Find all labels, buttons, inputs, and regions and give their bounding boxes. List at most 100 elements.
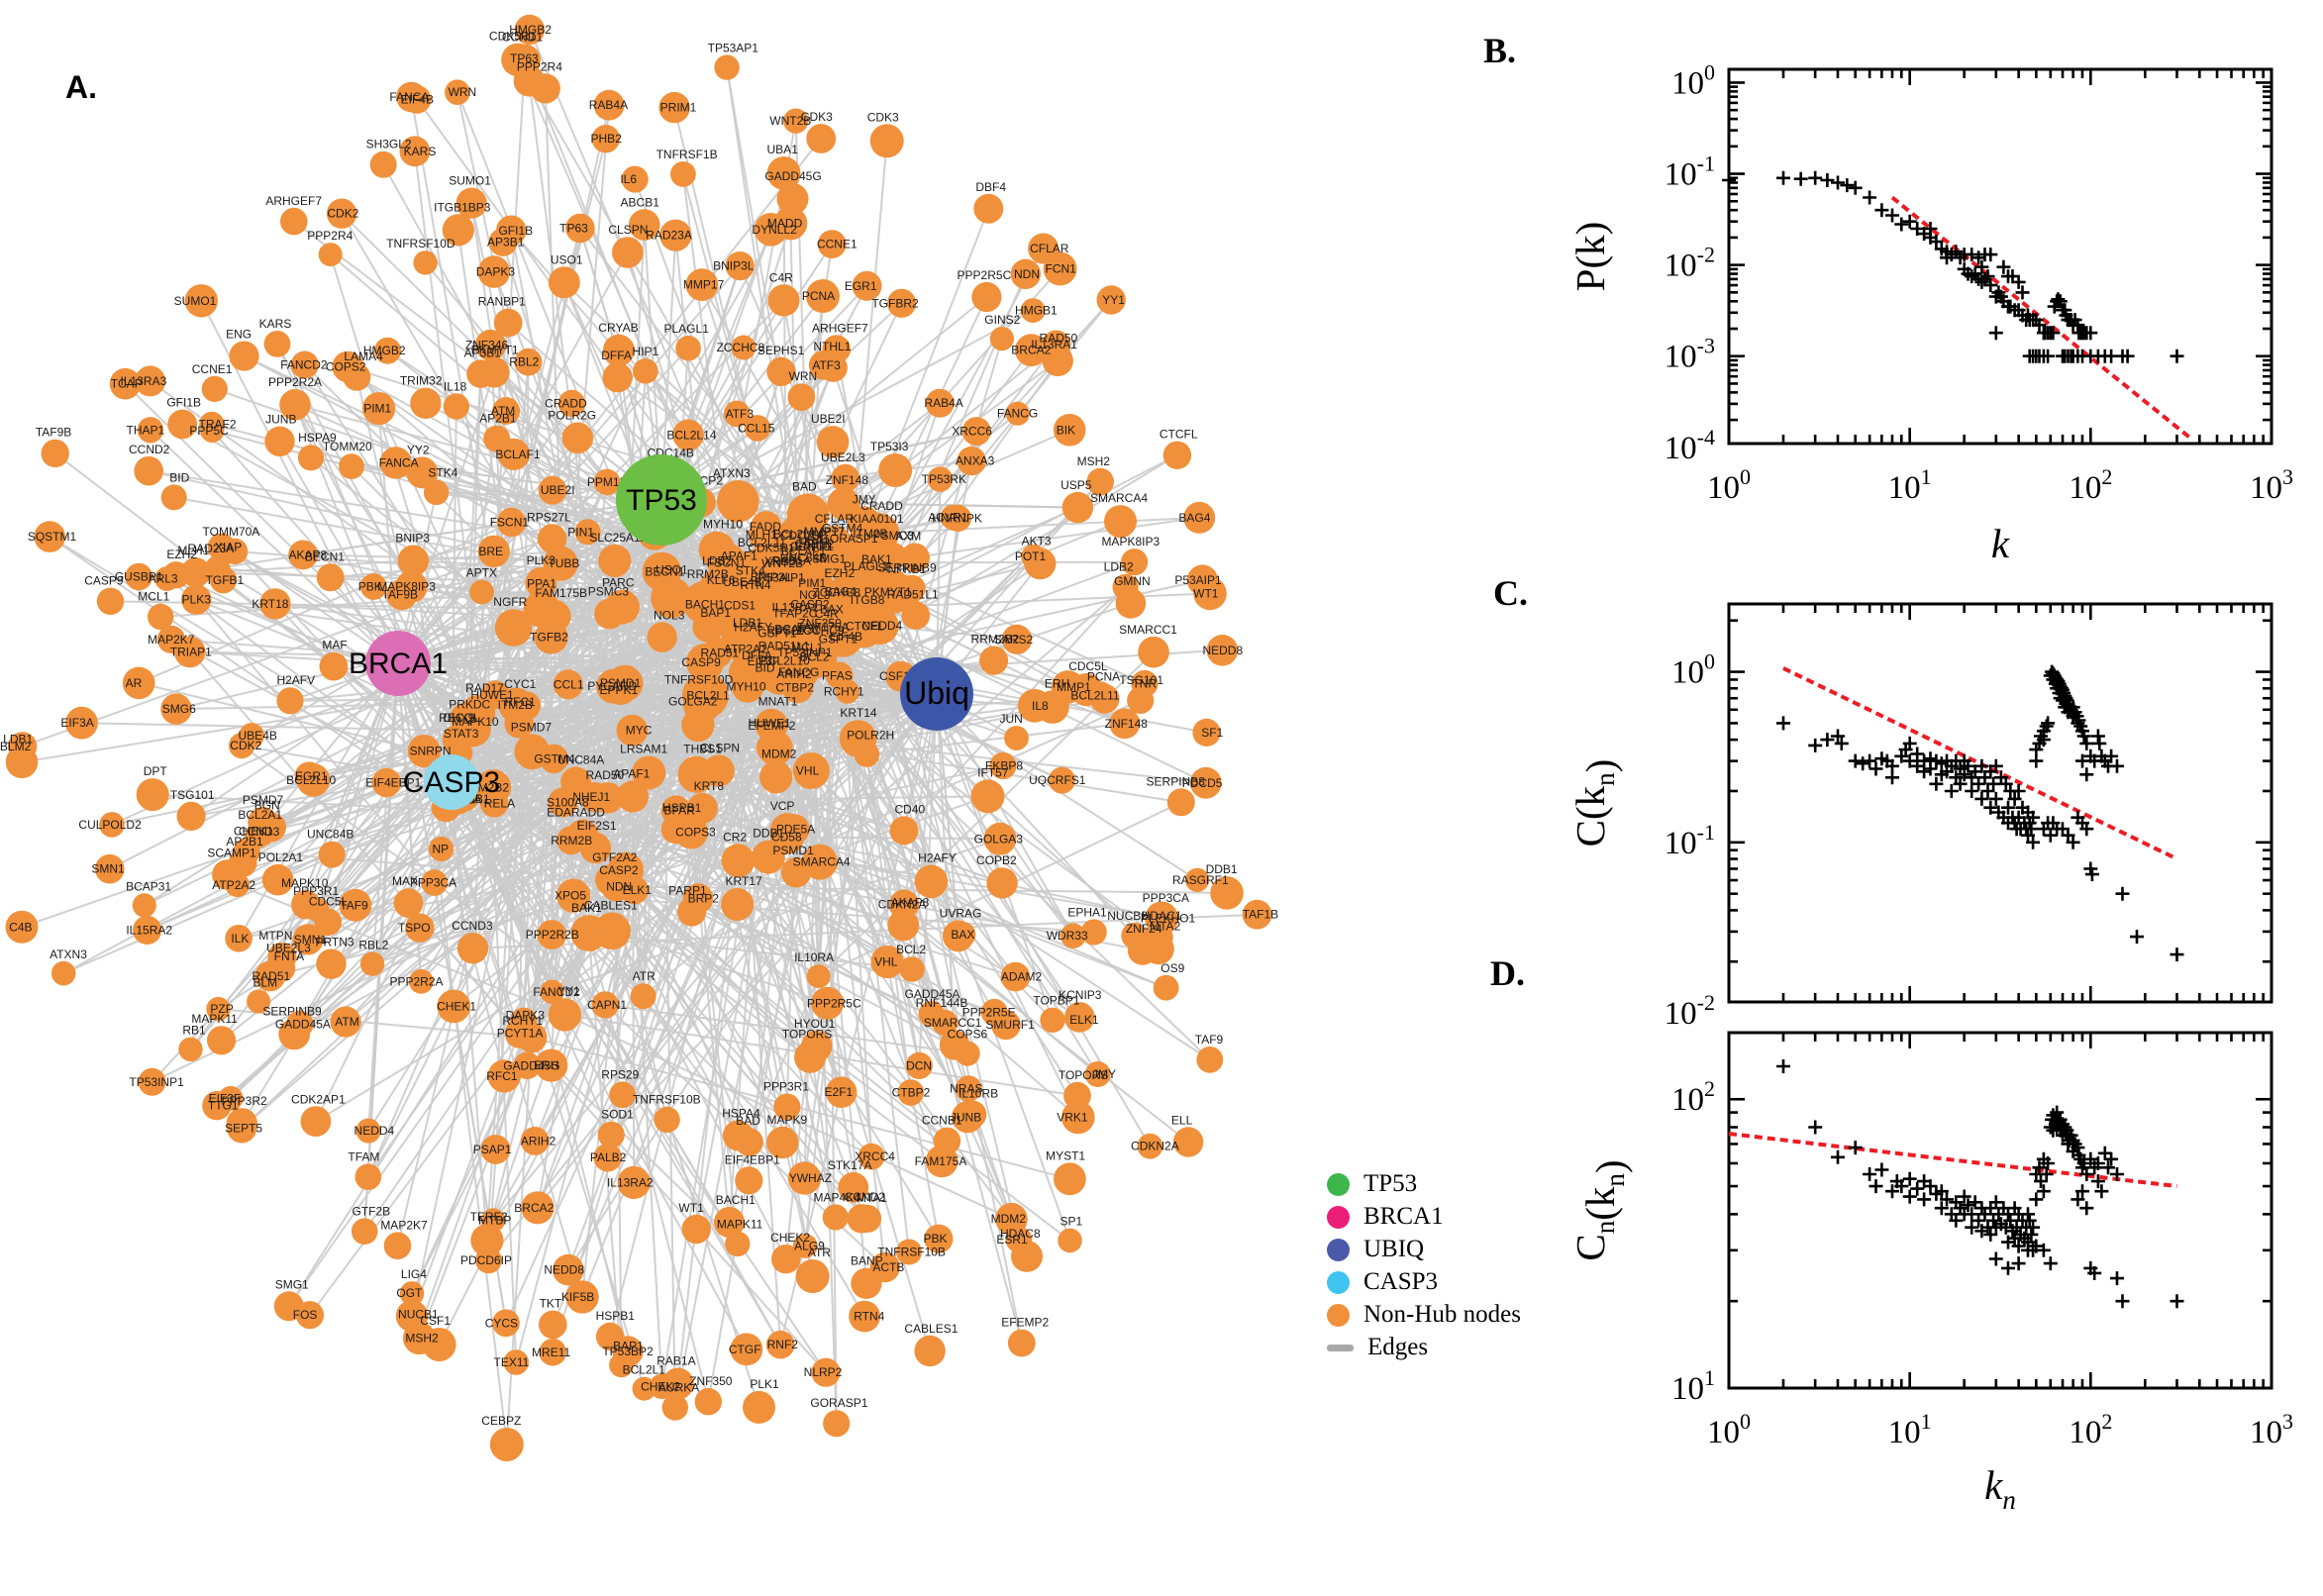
network-edge (605, 1003, 968, 1055)
network-node-label: MYC (626, 724, 653, 738)
network-node-label: ITM2B (498, 698, 533, 712)
network-node (1109, 708, 1141, 740)
network-node-label: NEDD4 (862, 619, 903, 633)
network-node (817, 230, 847, 258)
data-point (1988, 758, 2003, 773)
tick-label: 101 (1671, 1365, 1715, 1407)
hub-node-casp3 (424, 754, 479, 810)
network-node-label: CLSPN (700, 742, 740, 755)
data-point (2115, 886, 2130, 901)
network-edge (331, 693, 938, 965)
network-node-label: APAF1 (613, 766, 650, 780)
data-point (1910, 747, 1925, 761)
network-node-label: BFAR (664, 803, 696, 817)
network-node-label: MMP17 (804, 525, 846, 539)
network-node-label: ABCB1 (621, 195, 660, 209)
network-node (1069, 672, 1103, 707)
hub-node-ubiq (900, 657, 973, 731)
network-edge (775, 776, 1211, 1061)
network-node (556, 878, 591, 913)
network-node (973, 193, 1004, 224)
network-node-label: BNIP3L (713, 259, 755, 273)
network-node (593, 468, 621, 496)
network-node-label: CABLES1 (584, 899, 638, 913)
network-node (167, 409, 198, 440)
network-node-label: POLR2H (847, 728, 894, 742)
y-axis-label: Cn(kn) (1567, 1159, 1633, 1260)
network-node-label: STK4 (736, 563, 765, 577)
network-node-label: XPO5 (555, 889, 586, 903)
network-node-label: E2F1 (825, 1085, 854, 1099)
network-node (136, 778, 169, 812)
network-edge (226, 499, 662, 876)
network-node-label: CCND1 (502, 31, 544, 45)
data-point (1934, 1184, 1949, 1199)
network-node (456, 933, 489, 964)
data-point (1820, 173, 1835, 187)
network-node-label: PKMYT1 (864, 585, 912, 599)
x-axis-label: kn (1984, 1462, 2016, 1515)
network-node-label: EPPK1 (795, 540, 834, 553)
data-point (2039, 1167, 2054, 1181)
network-node (654, 1106, 680, 1134)
data-point (1983, 1227, 1998, 1242)
network-node-label: TGFB2 (530, 631, 568, 645)
network-node-label: PSMD7 (511, 720, 553, 734)
network-node-label: JUNB (265, 413, 296, 427)
network-node (1036, 690, 1069, 724)
network-node-label: RAD51 (252, 969, 290, 983)
network-node-label: TOPORS (1059, 1068, 1108, 1082)
network-node-label: BCL2 (800, 649, 830, 663)
network-node (201, 375, 228, 402)
network-node-label: PLAGL1 (844, 559, 889, 573)
network-node (514, 348, 543, 376)
network-node (986, 867, 1018, 899)
network-node-label: PPP2R2A (389, 974, 443, 988)
network-node-label: MYH10 (726, 679, 765, 693)
tick-label: 103 (2250, 464, 2293, 506)
legend-item: UBIQ (1327, 1236, 1521, 1262)
network-node-label: IL10RA (794, 950, 834, 964)
network-node (297, 445, 325, 471)
network-edge (519, 1032, 827, 1373)
network-node (1064, 1002, 1095, 1033)
network-node-label: RB1 (182, 1024, 206, 1038)
network-node (207, 533, 236, 561)
network-node-label: FANCA (379, 456, 419, 470)
network-node-label: CAPN2 (794, 538, 834, 551)
data-point (2115, 1294, 2130, 1309)
network-node-label: BANP (851, 1254, 883, 1268)
network-node-label: MCL1 (791, 641, 823, 654)
network-node-label: RCHY1 (502, 1014, 543, 1028)
network-node (905, 1051, 933, 1079)
network-edge (795, 871, 1079, 1119)
tick-label: 102 (2069, 1409, 2112, 1450)
network-node (779, 586, 823, 629)
network-node-label: GFI1B (166, 396, 201, 410)
network-node-label: MNAT1 (758, 695, 798, 709)
tick-label: 101 (1888, 1409, 1932, 1450)
network-node-label: MAF (322, 639, 347, 652)
network-node-label: BAP1 (613, 1339, 644, 1352)
network-edge (451, 781, 554, 993)
network-node (1010, 258, 1041, 289)
network-node-label: IL8 (1032, 699, 1049, 713)
network-node (565, 213, 595, 244)
network-node-label: JMY (853, 492, 876, 506)
network-node-label: PHB2 (591, 132, 623, 146)
network-node (831, 463, 859, 493)
hub-node-brca1 (365, 631, 431, 696)
axis-ticks (1727, 1033, 2273, 1390)
network-node-label: PARC (602, 576, 635, 590)
network-node (957, 446, 986, 476)
network-node-label: PDE5A (776, 822, 815, 836)
network-node-label: HIP1 (633, 345, 659, 358)
network-node (279, 389, 311, 421)
network-node-label: UBE2L3 (266, 942, 311, 955)
network-node (925, 388, 955, 418)
network-node-label: KRT17 (726, 874, 762, 888)
network-node (538, 475, 567, 505)
network-node-label: YY2 (407, 443, 430, 456)
network-node (1084, 1061, 1111, 1087)
network-node-label: TUBB (548, 556, 579, 570)
